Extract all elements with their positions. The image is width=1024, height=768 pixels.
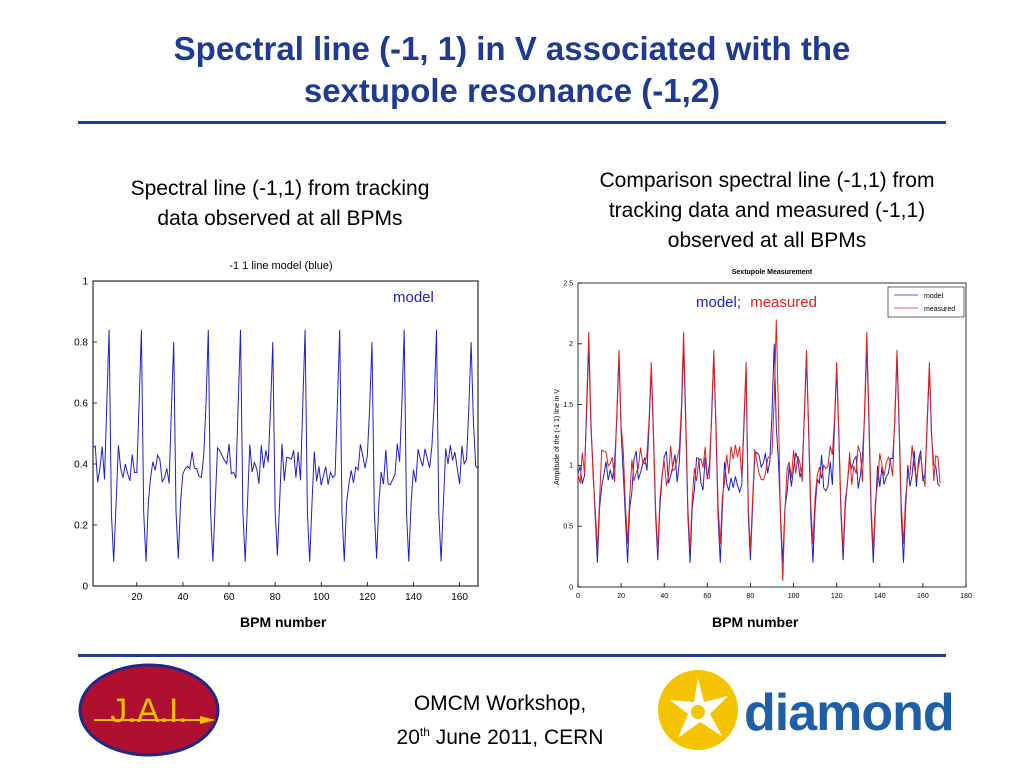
chart-left-title: -1 1 line model (blue): [229, 260, 332, 272]
diamond-star-icon: [658, 670, 738, 750]
x-tick-label: 60: [703, 593, 711, 600]
diamond-logo-text: diamond: [744, 684, 952, 742]
series-line-measured: [577, 319, 941, 581]
left-xlabel: BPM number: [240, 614, 327, 630]
x-tick-label: 120: [831, 593, 843, 600]
right-overlay-labels: model; measured: [696, 294, 817, 311]
series-line-model: [92, 329, 479, 562]
slide-title-line2: sextupole resonance (-1,2): [303, 72, 721, 109]
x-tick-label: 100: [313, 592, 330, 603]
slide-title: Spectral line (-1, 1) in V associated wi…: [60, 28, 964, 112]
right-overlay-measured: measured: [750, 294, 817, 311]
chart-right-ylabel: Amplitude of the (-1 1) line in V: [554, 389, 561, 485]
x-tick-label: 20: [131, 592, 143, 603]
x-tick-label: 180: [960, 593, 972, 600]
diamond-logo: diamond: [658, 670, 952, 750]
x-tick-label: 0: [576, 593, 580, 600]
left-caption: Spectral line (-1,1) from tracking data …: [80, 174, 480, 234]
y-tick-label: 0: [82, 581, 88, 592]
y-tick-label: 1: [82, 276, 88, 287]
x-tick-label: 20: [617, 593, 625, 600]
y-tick-label: 0: [569, 584, 573, 591]
x-tick-label: 40: [660, 593, 668, 600]
model-line-chart: -1 1 line model (blue) 20 40 60 80 100 120 140…: [74, 260, 479, 603]
footer-date: 20th June 2011, CERN: [300, 718, 700, 752]
x-tick-label: 160: [917, 593, 929, 600]
chart-right-legend: model measured: [887, 286, 965, 318]
footer-text: OMCM Workshop, 20th June 2011, CERN: [300, 690, 700, 752]
right-overlay-model: model;: [696, 294, 741, 311]
footer-date-day: 20: [396, 726, 420, 749]
footer-workshop: OMCM Workshop,: [413, 692, 587, 715]
y-tick-label: 0.2: [74, 520, 88, 531]
x-tick-label: 80: [270, 592, 282, 603]
left-caption-line2: data observed at all BPMs: [157, 207, 403, 230]
y-tick-label: 0.5: [563, 524, 573, 531]
footer-date-sup: th: [419, 725, 430, 739]
footer-divider: [78, 654, 946, 657]
x-tick-label: 120: [359, 592, 376, 603]
y-tick-label: 2: [569, 341, 573, 348]
x-tick-label: 60: [223, 592, 235, 603]
jai-logo-text: J.A.I.: [110, 692, 187, 730]
right-caption-line3: observed at all BPMs: [667, 229, 867, 252]
footer-date-rest: June 2011, CERN: [429, 726, 604, 749]
chart-right-title: Sextupole Measurement: [732, 269, 813, 276]
x-tick-label: 160: [451, 592, 468, 603]
y-tick-label: 0.8: [74, 337, 88, 348]
slide-title-line1: Spectral line (-1, 1) in V associated wi…: [173, 30, 851, 67]
sextupole-measurement-chart: Sextupole Measurement Amplitude of the (…: [554, 269, 972, 600]
right-caption: Comparison spectral line (-1,1) from tra…: [552, 166, 982, 256]
x-tick-label: 140: [874, 593, 886, 600]
left-overlay-label: model: [393, 289, 434, 306]
y-tick-label: 0.4: [74, 459, 88, 470]
left-caption-line1: Spectral line (-1,1) from tracking: [130, 177, 430, 200]
title-divider: [78, 121, 946, 124]
x-tick-label: 100: [788, 593, 800, 600]
chart-right-plot-area: [577, 282, 967, 588]
chart-left-plot-area: [92, 280, 479, 587]
right-caption-line1: Comparison spectral line (-1,1) from: [599, 169, 935, 192]
right-caption-line2: tracking data and measured (-1,1): [608, 199, 926, 222]
x-tick-label: 80: [747, 593, 755, 600]
y-tick-label: 0.6: [74, 398, 88, 409]
y-tick-label: 1: [569, 463, 573, 470]
right-xlabel: BPM number: [712, 614, 799, 630]
jai-logo: J.A.I.: [78, 663, 220, 757]
series-line-model: [577, 343, 941, 563]
y-tick-label: 1.5: [563, 402, 573, 409]
legend-model-label: model: [924, 293, 944, 300]
x-tick-label: 140: [405, 592, 422, 603]
y-tick-label: 2.5: [563, 280, 573, 287]
x-tick-label: 40: [177, 592, 189, 603]
legend-measured-label: measured: [924, 306, 955, 313]
